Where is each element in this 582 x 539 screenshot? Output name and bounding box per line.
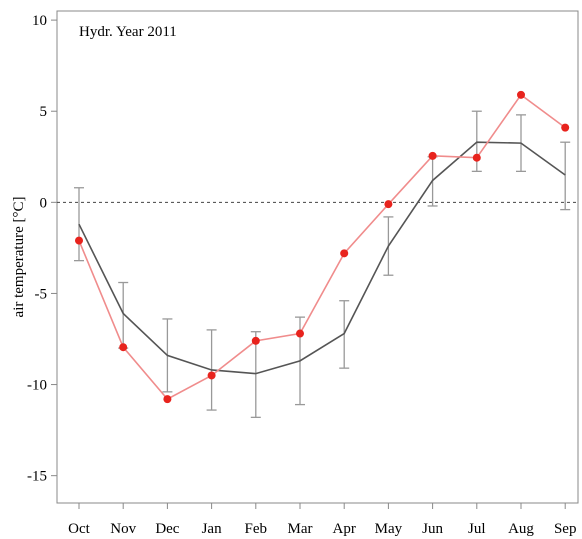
year-data-point [561,123,570,132]
y-tick-label: 10 [32,13,47,29]
x-tick-label: Jun [422,521,443,537]
x-tick-label: Jan [202,521,222,537]
year-data-point [472,153,481,162]
year-data-point [384,200,393,209]
x-tick-label: Dec [155,521,179,537]
x-tick-label: Aug [508,521,534,537]
y-tick-label: -15 [27,469,47,485]
y-tick-label: -5 [35,286,48,302]
x-tick-label: Sep [554,521,577,537]
year-data-point [296,329,304,338]
year-series-line [78,93,566,401]
series-points [75,90,570,404]
x-axis: Oct Nov Dec Jan Feb Mar Apr May Jun Jul Aug Sep [68,503,576,537]
x-tick-label: Jul [468,521,486,537]
year-data-point [207,371,216,380]
x-tick-label: Mar [288,521,313,537]
plot-frame [56,10,579,504]
error-bar [471,110,482,173]
year-data-point [340,249,349,258]
mean-series-line [78,141,566,375]
x-tick-label: Feb [245,521,268,537]
y-tick-label: -10 [27,378,47,394]
error-bar [250,331,261,419]
x-tick-label: Nov [110,521,136,537]
chart-annotation: Hydr. Year 2011 [79,24,177,40]
y-axis-label: air temperature [°C] [11,197,27,318]
error-bars [74,110,571,419]
series-lines [78,93,566,401]
year-data-point [75,236,83,245]
year-data-point [119,343,128,352]
year-data-point [163,395,172,404]
y-axis: -15 -10 -5 0 5 10 [27,13,57,485]
year-data-point [251,336,260,345]
year-data-point [428,151,437,160]
x-tick-label: Apr [333,521,356,537]
year-data-point [517,90,525,99]
y-tick-label: 0 [40,195,48,211]
x-tick-label: Oct [68,521,90,537]
x-tick-label: May [375,521,403,537]
error-bar [560,141,571,211]
y-tick-label: 5 [40,104,48,120]
